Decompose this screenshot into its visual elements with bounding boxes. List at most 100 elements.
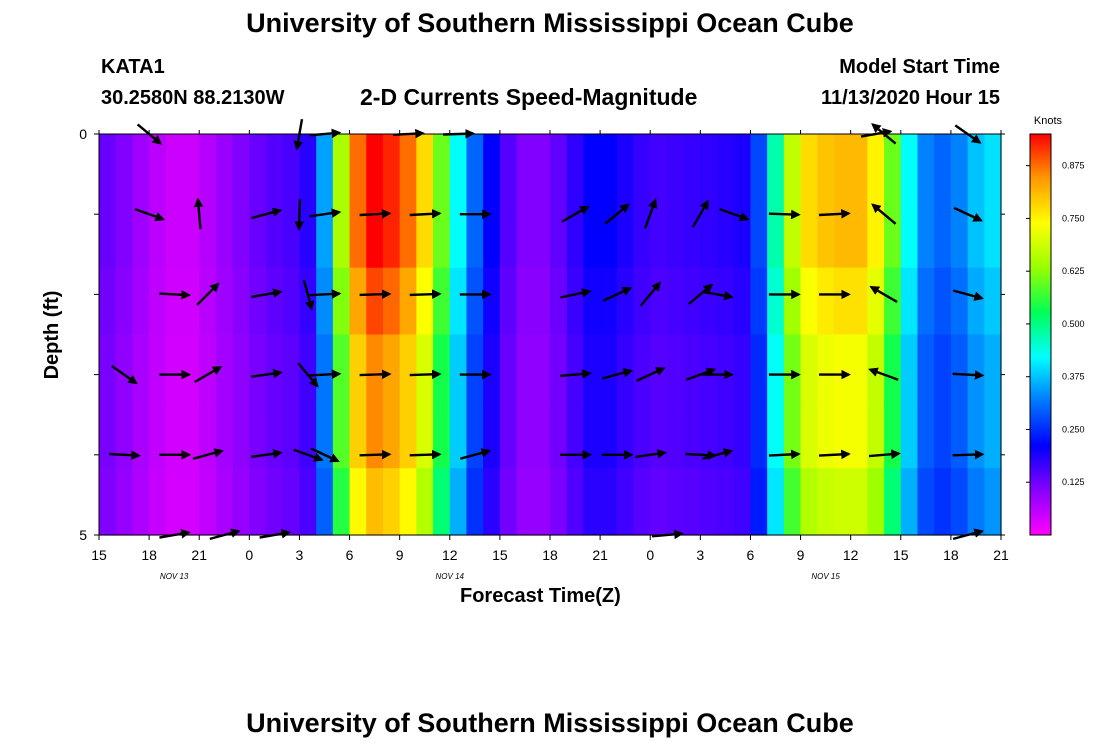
heatmap-cell: [800, 267, 818, 336]
current-arrow: [159, 289, 192, 300]
x-tick-label: 15: [91, 547, 107, 563]
heatmap-cell: [934, 401, 952, 469]
heatmap-cell: [666, 401, 685, 469]
current-arrow: [192, 448, 224, 460]
heatmap-cell: [416, 334, 434, 402]
heatmap-cell: [332, 267, 351, 336]
day-label: NOV 14: [436, 572, 465, 581]
heatmap-cell: [917, 134, 935, 202]
heatmap-cell: [650, 200, 668, 269]
heatmap-cell: [550, 468, 568, 536]
heatmap-cell: [149, 134, 167, 202]
heatmap-cell: [616, 134, 635, 202]
current-arrow: [636, 367, 666, 382]
heatmap-cell: [449, 334, 468, 402]
current-arrow: [871, 203, 897, 225]
heatmap-cell: [282, 267, 301, 336]
colorbar-tick-label: 0.625: [1062, 266, 1085, 276]
heatmap-cell: [115, 468, 133, 536]
heatmap-cell: [132, 468, 150, 536]
heatmap-cell: [900, 334, 919, 402]
heatmap-cell: [717, 468, 735, 536]
heatmap-cell: [616, 401, 635, 469]
heatmap-cell: [132, 200, 150, 269]
heatmap-cell: [483, 267, 501, 336]
heatmap-cell: [232, 468, 250, 536]
heatmap-cell: [783, 401, 802, 469]
x-tick-label: 0: [646, 547, 654, 563]
heatmap-cell: [583, 401, 601, 469]
current-arrow: [768, 449, 801, 460]
current-arrow: [869, 285, 898, 303]
current-arrow: [359, 369, 392, 380]
y-axis-label: Depth (ft): [41, 291, 63, 380]
heatmap-cell: [516, 401, 534, 469]
heatmap-cell: [700, 200, 718, 269]
heatmap-cell: [115, 200, 133, 269]
current-arrow: [719, 207, 750, 222]
current-arrow: [702, 448, 734, 460]
x-axis-label: Forecast Time(Z): [460, 585, 621, 607]
heatmap-cell: [316, 134, 334, 202]
heatmap-cell: [416, 134, 434, 202]
current-arrow: [604, 203, 630, 225]
current-arrow: [196, 282, 220, 306]
heatmap-cell: [950, 134, 969, 202]
heatmap-cell: [266, 468, 284, 536]
heatmap-cell: [249, 334, 267, 402]
heatmap-cell: [299, 401, 317, 469]
current-arrow: [868, 449, 901, 459]
x-tick-label: 18: [542, 547, 558, 563]
current-arrow: [868, 367, 899, 381]
heatmap-cell: [165, 334, 184, 402]
heatmap-cell: [349, 468, 367, 536]
heatmap-cell: [499, 468, 518, 536]
heatmap-cell: [132, 267, 150, 336]
heatmap-cell: [800, 401, 818, 469]
heatmap-cell: [984, 468, 1002, 536]
heatmap-cell: [399, 334, 417, 402]
heatmap-cell: [616, 200, 635, 269]
heatmap-cell: [733, 468, 752, 536]
x-tick-label: 18: [943, 547, 959, 563]
chart-title: 2-D Currents Speed-Magnitude: [360, 84, 698, 110]
colorbar-scale: [1029, 133, 1052, 536]
heatmap-cell: [199, 134, 217, 202]
heatmap-cell: [700, 267, 718, 336]
heatmap-cell: [750, 267, 768, 336]
current-arrow: [294, 199, 304, 232]
heatmap-cell: [984, 134, 1002, 202]
heatmap-cell: [850, 200, 868, 269]
heatmap-cell: [499, 401, 518, 469]
colorbar-label: Knots: [1034, 115, 1063, 127]
heatmap-cell: [817, 401, 835, 469]
current-arrow: [309, 208, 342, 218]
heatmap-cell: [917, 334, 935, 402]
heatmap-cell: [115, 401, 133, 469]
heatmap-cell: [466, 401, 484, 469]
heatmap-cell: [934, 468, 952, 536]
heatmap-cell: [733, 134, 752, 202]
heatmap-cell: [867, 468, 885, 536]
heatmap-cell: [449, 401, 468, 469]
heatmap-cell: [550, 267, 568, 336]
heatmap-cell: [115, 134, 133, 202]
heatmap-cell: [266, 134, 284, 202]
heatmap-cell: [767, 401, 785, 469]
heatmap-cell: [182, 134, 200, 202]
heatmap-cell: [399, 134, 417, 202]
heatmap-cell: [349, 134, 367, 202]
current-arrow: [639, 281, 662, 307]
heatmap-cell: [249, 401, 267, 469]
current-arrow: [953, 206, 983, 222]
heatmap-cell: [817, 468, 835, 536]
heatmap-cell: [967, 401, 985, 469]
y-tick-label: 0: [79, 126, 87, 142]
heatmap-cells: [99, 134, 1002, 536]
heatmap-cell: [249, 267, 267, 336]
heatmap-cell: [249, 468, 267, 536]
heatmap-cell: [867, 267, 885, 336]
heatmap-cell: [266, 200, 284, 269]
heatmap-cell: [867, 134, 885, 202]
heatmap-cell: [366, 468, 384, 536]
